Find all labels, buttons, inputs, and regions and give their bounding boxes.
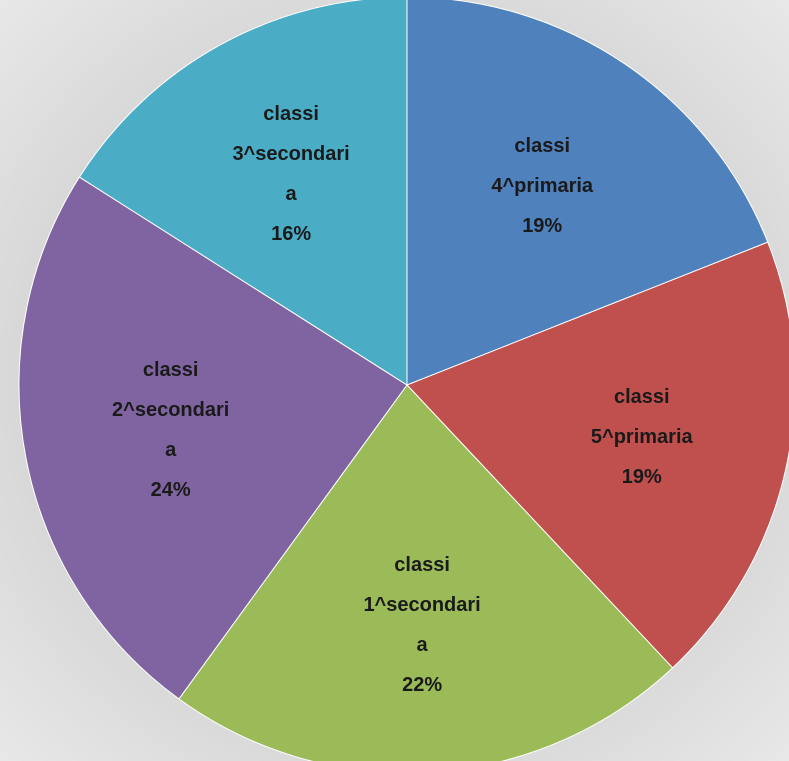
category-label: classi 5^primaria [590,386,693,449]
value-label: 19% [522,215,563,238]
category-label: classi 4^primaria [491,135,594,198]
pie-slice [18,176,408,700]
slice-label: classi 2^secondaria 24% [108,350,234,510]
category-label: classi 3^secondaria [232,103,350,206]
slice-label: classi 4^primaria 19% [479,126,605,246]
slice-label: classi 3^secondaria 16% [228,94,354,254]
pie-slice [406,241,789,669]
value-label: 24% [150,479,191,502]
category-label: classi 2^secondaria [112,359,230,462]
pie-slice [78,0,408,386]
slice-label: classi 1^secondaria 22% [359,545,485,705]
pie-slice [178,384,674,761]
value-label: 19% [621,466,662,489]
slice-label: classi 5^primaria 19% [579,377,705,497]
value-label: 16% [271,223,312,246]
value-label: 22% [402,674,443,697]
pie-slice [406,0,769,386]
category-label: classi 1^secondaria [363,554,481,657]
